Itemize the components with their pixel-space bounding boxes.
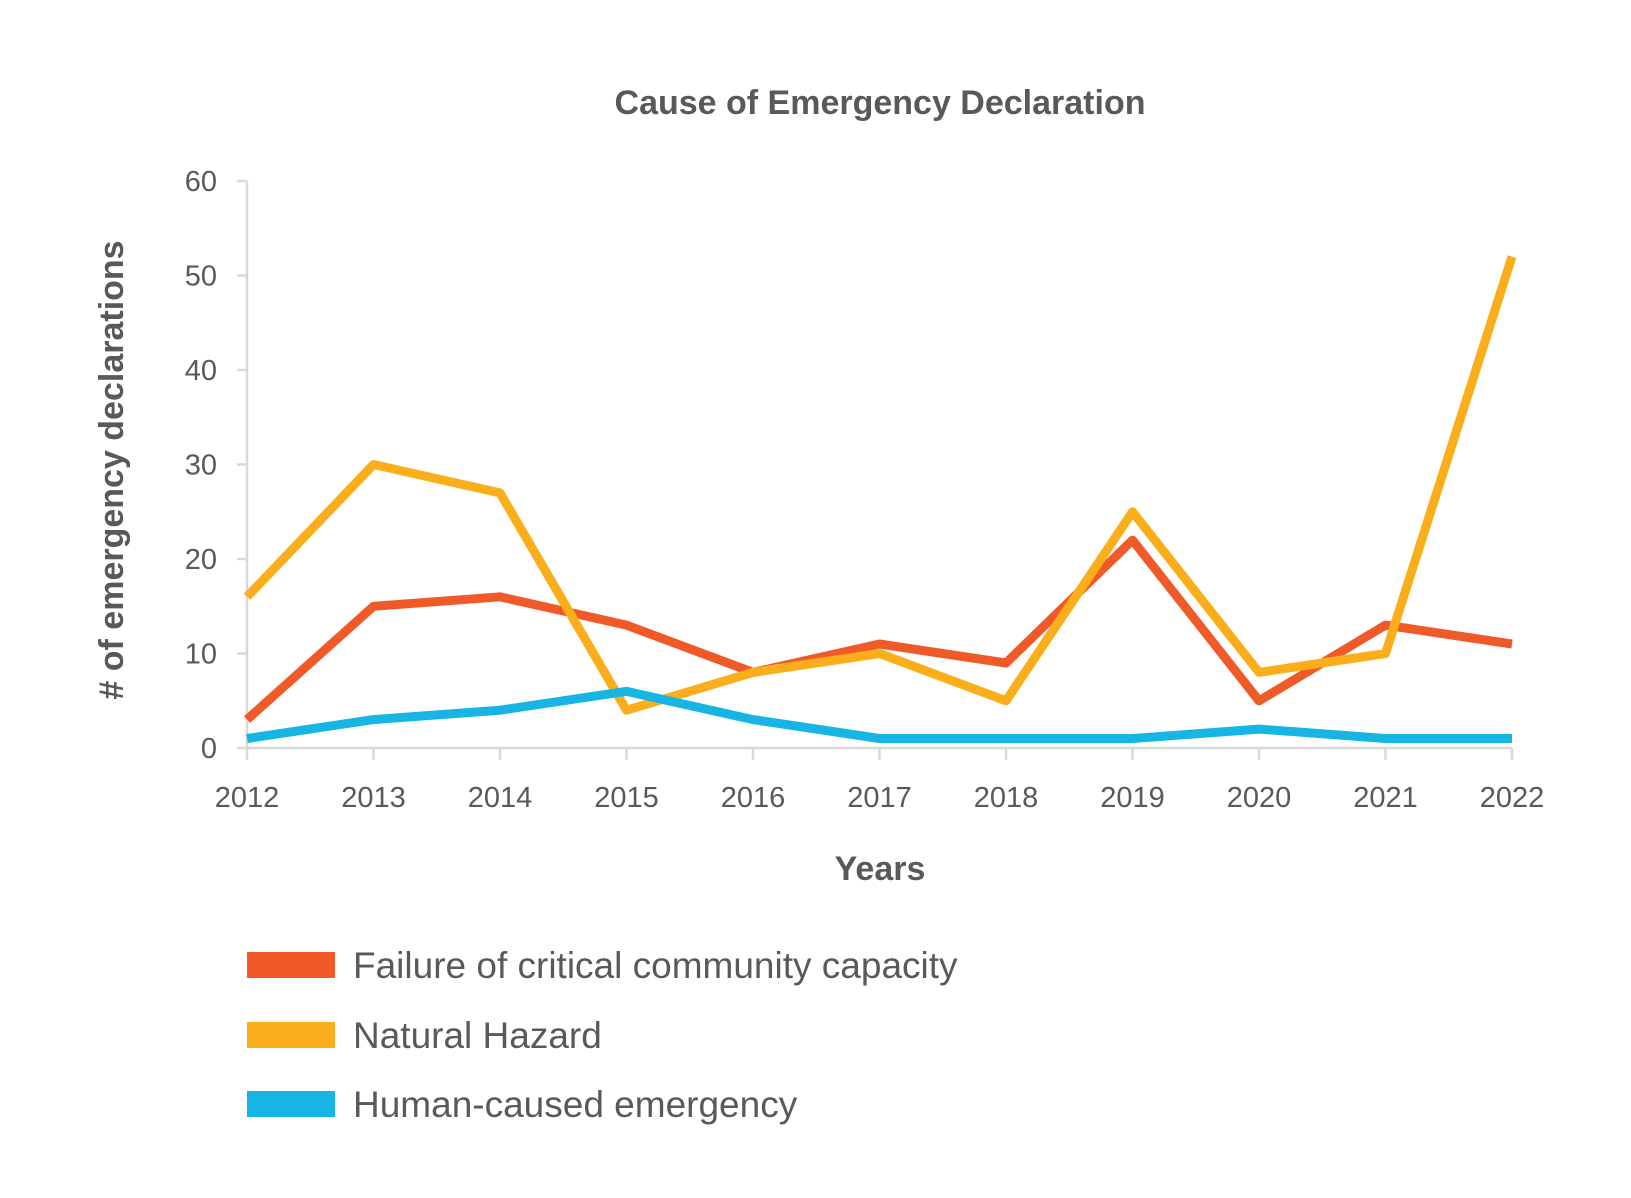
y-tick-label: 60 xyxy=(185,166,217,198)
chart-title: Cause of Emergency Declaration xyxy=(615,84,1146,122)
x-tick-label: 2014 xyxy=(468,782,533,814)
legend-label: Natural Hazard xyxy=(353,1015,602,1056)
x-tick-label: 2020 xyxy=(1227,782,1292,814)
y-tick-label: 20 xyxy=(185,544,217,576)
y-tick-label: 0 xyxy=(201,733,217,765)
x-tick-label: 2016 xyxy=(721,782,786,814)
y-tick-label: 50 xyxy=(185,261,217,293)
y-tick-label: 10 xyxy=(185,639,217,671)
x-tick-label: 2019 xyxy=(1100,782,1165,814)
series-line-1 xyxy=(243,535,1513,723)
legend-swatch xyxy=(247,952,335,978)
x-tick-label: 2013 xyxy=(341,782,406,814)
x-tick-label: 2017 xyxy=(847,782,912,814)
series-line-3 xyxy=(246,686,1512,743)
x-tick-label: 2021 xyxy=(1353,782,1418,814)
x-tick-label: 2018 xyxy=(974,782,1039,814)
legend-swatch xyxy=(247,1091,335,1117)
y-axis-title: # of emergency declarations xyxy=(93,240,131,699)
x-axis-ticks: 2012 2013 2014 2015 2016 2017 2018 2019 2020 2021… xyxy=(215,748,1545,814)
y-tick-label: 30 xyxy=(185,450,217,482)
legend-swatch xyxy=(247,1022,335,1048)
x-tick-label: 2012 xyxy=(215,782,280,814)
x-tick-label: 2015 xyxy=(594,782,659,814)
legend: Failure of critical community capacity Na… xyxy=(247,945,958,1125)
y-axis-title-group: # of emergency declarations xyxy=(93,240,131,699)
x-axis-title: Years xyxy=(835,850,926,888)
y-tick-label: 40 xyxy=(185,355,217,387)
y-axis-ticks: 0 10 20 30 40 50 60 xyxy=(185,166,247,765)
series-lines xyxy=(243,255,1517,743)
legend-label: Failure of critical community capacity xyxy=(353,945,958,986)
series-line-2 xyxy=(243,255,1517,715)
legend-label: Human-caused emergency xyxy=(353,1084,798,1125)
x-tick-label: 2022 xyxy=(1480,782,1545,814)
